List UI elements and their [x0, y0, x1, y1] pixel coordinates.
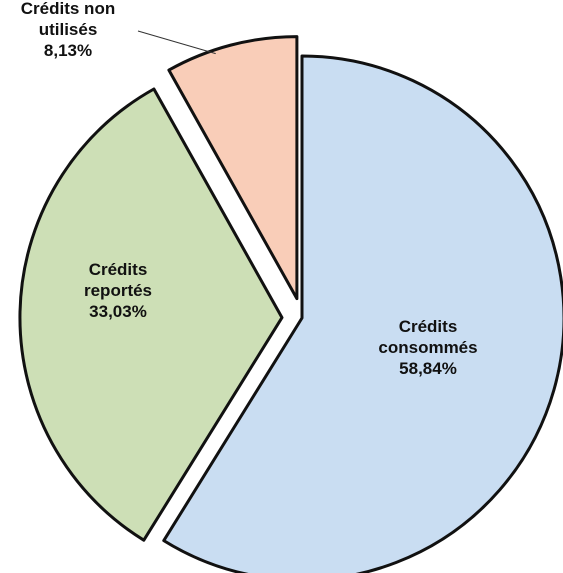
slice-name-label: reportés: [84, 281, 152, 300]
slice-credits-reportes: [18, 87, 284, 542]
slice-name-label: Crédits non: [21, 0, 115, 18]
slice-name-label: Crédits: [399, 317, 458, 336]
label-credits-consommes: Crédits consommés 58,84%: [378, 317, 477, 378]
leader-line: [137, 30, 216, 55]
slice-name-label: utilisés: [39, 20, 98, 39]
label-credits-reportes: Crédits reportés 33,03%: [84, 260, 152, 321]
slice-credits-consommes: [162, 54, 563, 573]
slice-value-label: 58,84%: [399, 359, 457, 378]
label-credits-non-utilises: Crédits non utilisés 8,13%: [21, 0, 115, 60]
slice-name-label: Crédits: [89, 260, 148, 279]
slice-name-label: consommés: [378, 338, 477, 357]
slice-value-label: 33,03%: [89, 302, 147, 321]
slice-value-label: 8,13%: [44, 41, 92, 60]
slice-credits-non-utilises: [167, 35, 299, 301]
